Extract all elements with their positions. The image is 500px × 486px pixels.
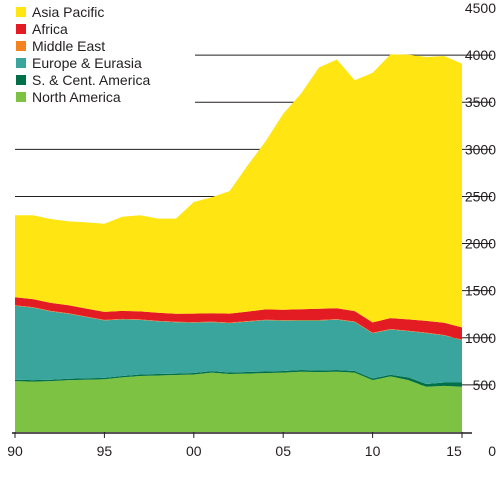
legend-swatch	[16, 6, 26, 17]
stacked-areas	[15, 54, 462, 432]
y-tick-label: 3500	[465, 94, 496, 110]
x-tick-label: 90	[7, 443, 23, 459]
area-asia-pacific	[15, 54, 462, 328]
y-tick-label: 4500	[465, 0, 496, 16]
y-tick-label: 3000	[465, 141, 496, 157]
legend-item: S. & Cent. America	[16, 71, 150, 88]
legend-item: North America	[16, 88, 150, 105]
y-tick-label: 0	[488, 443, 496, 459]
x-axis-ticks: 90 95 00 05 10 15	[7, 432, 463, 459]
legend-swatch	[16, 91, 26, 102]
y-tick-label: 2000	[465, 236, 496, 252]
y-tick-label: 500	[473, 377, 497, 393]
area-north-america	[15, 371, 462, 432]
y-tick-label: 1000	[465, 330, 496, 346]
x-tick-label: 00	[186, 443, 202, 459]
legend-label: Asia Pacific	[32, 3, 105, 20]
x-tick-label: 15	[446, 443, 462, 459]
y-tick-label: 4000	[465, 47, 496, 63]
legend-item: Middle East	[16, 37, 150, 54]
legend-swatch	[16, 40, 26, 51]
legend-swatch	[16, 23, 26, 34]
legend-label: Africa	[32, 20, 68, 37]
legend-swatch	[16, 57, 26, 68]
y-axis-ticks: 0 500 1000 1500 2000 2500 3000 3500 4000 4500	[465, 0, 496, 459]
legend-label: Middle East	[32, 37, 106, 54]
legend: Asia Pacific Africa Middle East Europe & Eu…	[16, 3, 150, 105]
legend-label: Europe & Eurasia	[32, 54, 142, 71]
y-tick-label: 2500	[465, 188, 496, 204]
x-tick-label: 95	[97, 443, 113, 459]
legend-label: S. & Cent. America	[32, 71, 151, 88]
area-s-cent-america	[15, 370, 462, 387]
x-tick-label: 05	[275, 443, 291, 459]
legend-item: Europe & Eurasia	[16, 54, 150, 71]
y-tick-label: 1500	[465, 283, 496, 299]
legend-label: North America	[32, 88, 121, 105]
legend-item: Africa	[16, 20, 150, 37]
legend-swatch	[16, 74, 26, 85]
x-tick-label: 10	[365, 443, 381, 459]
area-europe-eurasia	[15, 305, 462, 384]
area-africa	[15, 297, 462, 340]
legend-item: Asia Pacific	[16, 3, 150, 20]
